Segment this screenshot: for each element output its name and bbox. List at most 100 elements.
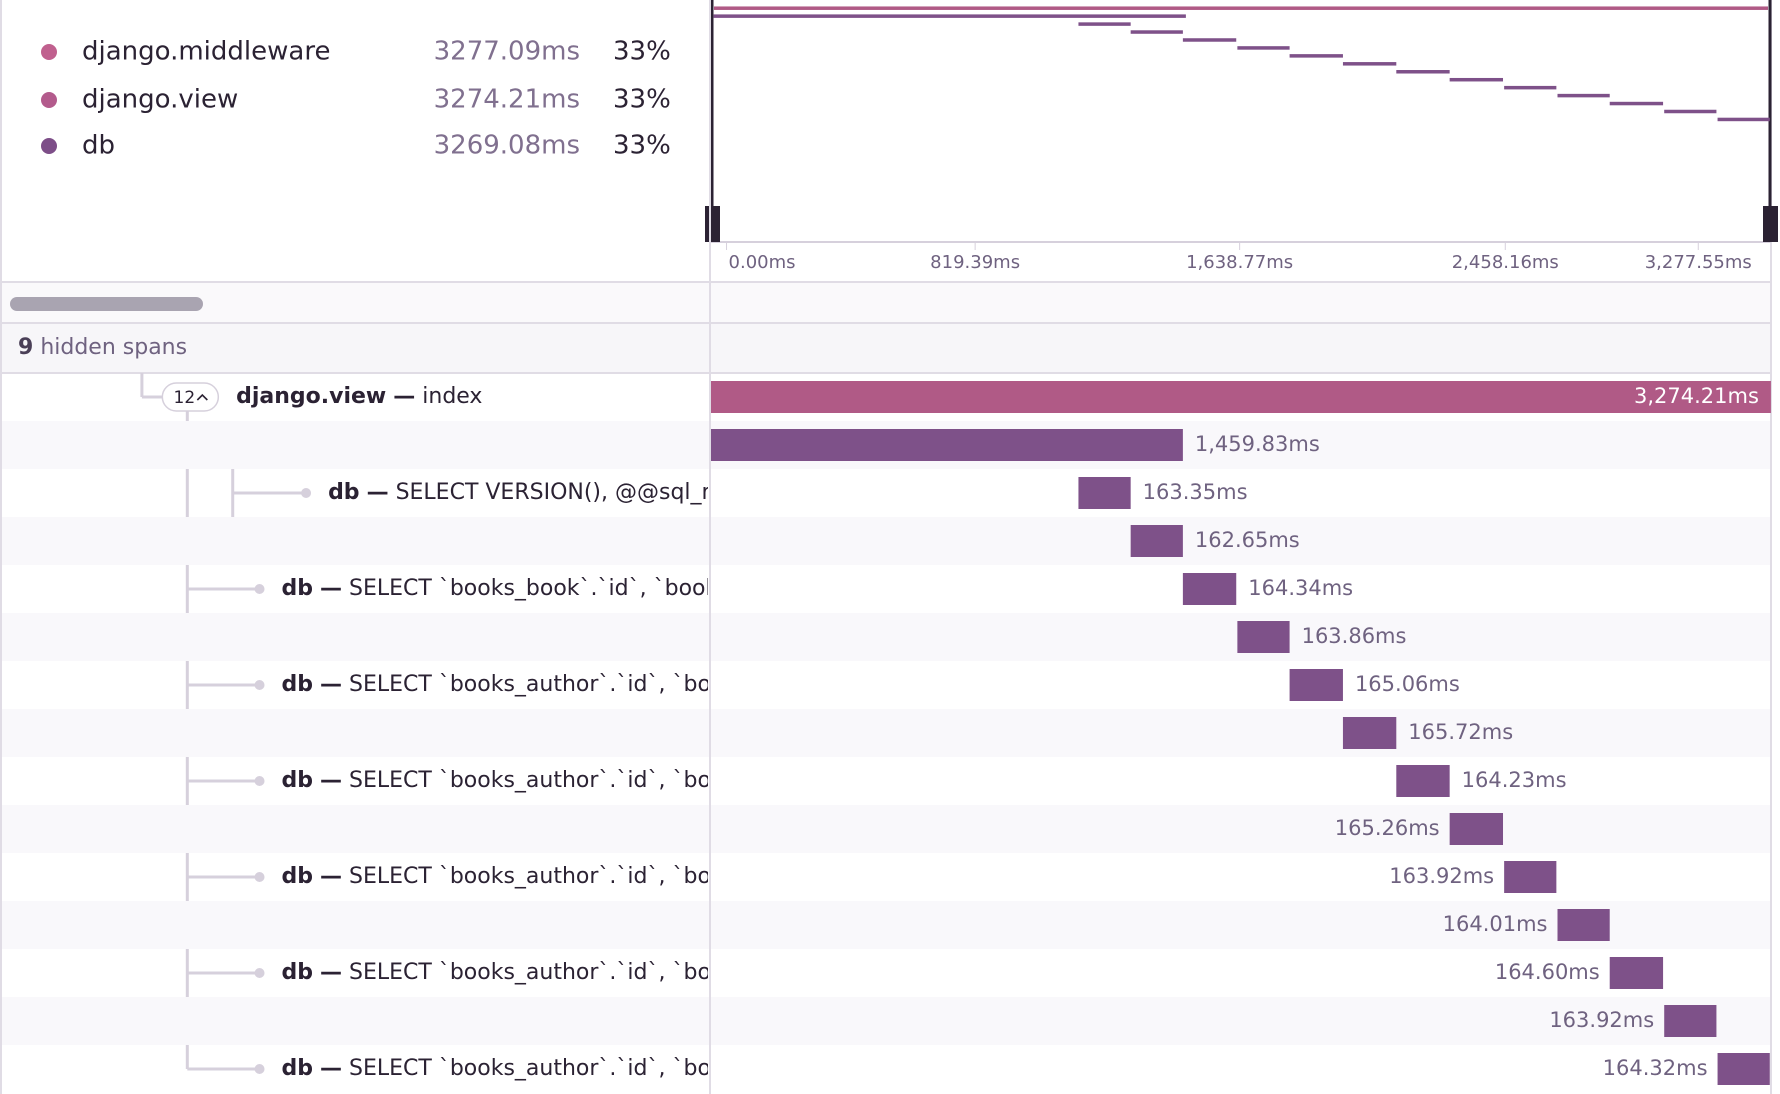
- span-op: db: [282, 672, 314, 697]
- span-bar: [1237, 621, 1290, 653]
- space: [33, 335, 40, 360]
- span-op: db: [282, 960, 314, 985]
- collapse-toggle[interactable]: [161, 382, 220, 412]
- tree-dot: [254, 680, 265, 690]
- span-label: db — SELECT `books_author`.`id`, `boo: [282, 1056, 725, 1081]
- minimap-tick-label: 2,458.16ms: [1452, 252, 1559, 273]
- span-duration: 3,274.21ms: [1634, 384, 1759, 408]
- span-label: db — SELECT `books_book`.`id`, `books: [282, 576, 730, 601]
- minimap-tick-label: 3,277.55ms: [1645, 252, 1752, 273]
- space: [415, 384, 422, 409]
- scrollbar-thumb: [10, 297, 203, 311]
- span-duration: 163.92ms: [1549, 1008, 1654, 1032]
- minimap-span: [1078, 22, 1131, 26]
- row-bg: [2, 613, 1770, 661]
- span-bar: [1342, 717, 1397, 749]
- space: [313, 672, 320, 697]
- hidden-row-bg: [0, 323, 1771, 373]
- tree-dot: [254, 1064, 265, 1074]
- space: [342, 1056, 349, 1081]
- row-bg: [2, 517, 1770, 565]
- row-bg: [2, 997, 1770, 1045]
- span-bar: [1504, 861, 1557, 893]
- tree-dot: [254, 968, 265, 978]
- legend-percent: 33%: [613, 131, 671, 161]
- span-bar: [1449, 813, 1504, 845]
- minimap-tick-label: 0.00ms: [729, 252, 796, 273]
- row-bg: [2, 709, 1770, 757]
- span-duration: 164.32ms: [1603, 1056, 1708, 1080]
- span-description: SELECT `books_author`.`id`, `boo: [349, 864, 724, 889]
- hidden-spans: 9 hidden spans: [18, 335, 187, 360]
- span-label: django.view — index: [236, 384, 482, 409]
- span-description: SELECT `books_book`.`id`, `books: [349, 576, 730, 601]
- minimap-tick-label: 819.39ms: [930, 252, 1020, 273]
- minimap-span: [1449, 77, 1504, 82]
- span-bar: [710, 381, 1771, 413]
- space: [386, 384, 393, 409]
- minimap-handle: [1763, 206, 1778, 242]
- row-bg: [2, 805, 1770, 853]
- span-description: index: [422, 384, 482, 409]
- minimap-span: [1289, 54, 1343, 58]
- legend-name: django.middleware: [82, 37, 330, 67]
- span-duration: 164.60ms: [1495, 960, 1600, 984]
- legend-percent: 33%: [613, 85, 671, 115]
- span-description: SELECT `books_author`.`id`, `boo: [349, 960, 724, 985]
- space: [313, 864, 320, 889]
- span-duration: 164.01ms: [1443, 912, 1548, 936]
- legend-dot: [41, 138, 57, 154]
- span-bar: [710, 429, 1183, 461]
- span-description: SELECT VERSION(), @@sql_m: [396, 480, 723, 505]
- minimap-span: [1609, 101, 1664, 106]
- span-bar: [1396, 765, 1450, 797]
- span-bar: [1289, 669, 1343, 701]
- span-duration: 162.65ms: [1195, 528, 1300, 552]
- space: [342, 960, 349, 985]
- span-description: SELECT `books_author`.`id`, `boo: [349, 768, 724, 793]
- span-duration: 163.92ms: [1389, 864, 1494, 888]
- separator: —: [393, 384, 415, 409]
- minimap-span: [713, 14, 1186, 18]
- minimap-span: [1557, 93, 1610, 98]
- span-label: db — SELECT `books_author`.`id`, `boo: [282, 768, 725, 793]
- tree-dot: [254, 872, 265, 882]
- span-bar: [1717, 1053, 1770, 1085]
- legend-duration: 3274.21ms: [434, 85, 580, 115]
- span-label: db — SELECT VERSION(), @@sql_m: [328, 480, 723, 505]
- span-description: SELECT `books_author`.`id`, `boo: [349, 1056, 724, 1081]
- minimap-span: [1664, 109, 1717, 114]
- minimap-span: [1237, 46, 1290, 50]
- legend-name: db: [82, 131, 115, 161]
- minimap-span: [1130, 30, 1183, 34]
- span-op: db: [282, 864, 314, 889]
- minimap-span: [1342, 62, 1397, 66]
- legend-duration: 3277.09ms: [434, 37, 580, 67]
- scroll-row-bg: [0, 283, 1771, 323]
- legend-dot: [41, 44, 57, 60]
- space: [342, 768, 349, 793]
- separator: —: [320, 960, 342, 985]
- minimap-handle: [705, 206, 720, 242]
- span-bar: [1078, 477, 1131, 509]
- separator: —: [320, 1056, 342, 1081]
- span-duration: 165.72ms: [1408, 720, 1513, 744]
- minimap-tick-label: 1,638.77ms: [1186, 252, 1293, 273]
- tree-dot: [254, 584, 265, 594]
- chevron: [196, 393, 208, 401]
- span-bar: [1664, 1005, 1717, 1037]
- span-duration: 1,459.83ms: [1195, 432, 1320, 456]
- span-duration: 163.35ms: [1143, 480, 1248, 504]
- child-count: 12: [174, 388, 196, 408]
- separator: —: [320, 672, 342, 697]
- span-op: django.view: [236, 384, 386, 409]
- minimap-span: [1182, 38, 1237, 42]
- space: [342, 672, 349, 697]
- separator: —: [320, 864, 342, 889]
- space: [313, 960, 320, 985]
- span-op: db: [328, 480, 360, 505]
- span-bar: [1130, 525, 1183, 557]
- tree-dot: [254, 776, 265, 786]
- space: [313, 576, 320, 601]
- span-duration: 164.23ms: [1462, 768, 1567, 792]
